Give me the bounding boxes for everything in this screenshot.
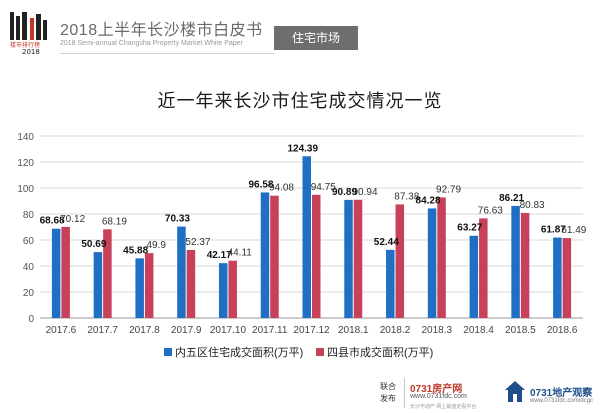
- bar-inner-districts: [260, 192, 270, 318]
- data-label-inner-districts: 96.58: [248, 179, 273, 190]
- data-label-inner-districts: 50.69: [81, 239, 106, 250]
- data-label-inner-districts: 42.17: [207, 250, 232, 261]
- data-label-counties: 52.37: [185, 237, 210, 248]
- data-label-inner-districts: 45.88: [123, 245, 148, 256]
- bar-inner-districts: [511, 205, 520, 318]
- x-tick-label: 2017.10: [210, 325, 247, 336]
- data-label-counties: 76.63: [478, 205, 503, 216]
- x-tick-label: 2018.6: [547, 325, 578, 336]
- x-tick-label: 2017.11: [252, 325, 288, 336]
- joint-release-label: 联合发布: [380, 382, 396, 403]
- data-label-inner-districts: 70.33: [165, 214, 190, 225]
- bar-counties: [353, 199, 363, 318]
- legend-label: 四县市成交面积(万平): [327, 347, 434, 359]
- brand-tagline-1: 长沙不动产 网上最值定看平台: [410, 404, 477, 410]
- bar-counties: [144, 253, 154, 318]
- page-header: 楼市排行榜 2018 2018上半年长沙楼市白皮书 2018 Semi-annu…: [0, 0, 600, 62]
- legend-item-series-1: 内五区住宅成交面积(万平): [164, 344, 303, 360]
- bar-counties: [270, 195, 279, 318]
- bar-inner-districts: [427, 208, 437, 318]
- x-tick-label: 2017.6: [46, 325, 77, 336]
- chart-title: 近一年来长沙市住宅成交情况一览: [157, 91, 443, 111]
- data-label-inner-districts: 90.89: [332, 187, 357, 198]
- bar-counties: [61, 226, 70, 318]
- x-tick-label: 2017.9: [171, 325, 202, 336]
- legend-label: 内五区住宅成交面积(万平): [175, 347, 304, 359]
- bar-counties: [103, 229, 112, 318]
- data-label-inner-districts: 124.39: [287, 143, 318, 154]
- bar-inner-districts: [177, 226, 186, 318]
- brand-logo-2[interactable]: 0731地产观察: [530, 388, 593, 399]
- bar-inner-districts: [93, 252, 103, 318]
- y-tick-label: 120: [17, 158, 34, 169]
- y-tick-label: 60: [23, 236, 35, 247]
- x-tick-label: 2018.5: [505, 325, 536, 336]
- bar-inner-districts: [386, 249, 395, 318]
- brand-logo-1[interactable]: 0731房产网: [410, 384, 463, 395]
- bar-inner-districts: [218, 263, 228, 318]
- x-tick-label: 2017.8: [129, 325, 160, 336]
- svg-text:楼市排行榜: 楼市排行榜: [10, 41, 40, 49]
- data-label-inner-districts: 84.28: [416, 195, 441, 206]
- data-label-counties: 90.94: [353, 187, 378, 198]
- bar-counties: [228, 260, 237, 318]
- legend-swatch: [164, 348, 172, 357]
- header-divider: [60, 53, 274, 54]
- y-tick-label: 140: [17, 132, 34, 143]
- house-icon: [505, 381, 525, 402]
- data-label-inner-districts: 61.87: [541, 225, 566, 236]
- brand-url-1[interactable]: www.0731fdc.com: [410, 393, 467, 400]
- y-tick-label: 80: [23, 210, 35, 221]
- data-label-inner-districts: 86.21: [499, 193, 524, 204]
- data-label-counties: 92.79: [436, 184, 461, 195]
- x-tick-label: 2018.4: [463, 325, 494, 336]
- bar-inner-districts: [51, 228, 61, 318]
- report-subtitle: 2018 Semi-annual Changsha Property Marke…: [60, 40, 243, 47]
- legend-swatch: [316, 348, 324, 357]
- bar-inner-districts: [344, 199, 353, 318]
- svg-text:2018: 2018: [22, 48, 40, 54]
- data-label-counties: 49.9: [146, 240, 166, 251]
- data-label-counties: 61.49: [561, 225, 586, 236]
- bar-inner-districts: [469, 235, 479, 318]
- data-label-counties: 44.11: [228, 248, 253, 259]
- y-tick-label: 0: [28, 314, 34, 325]
- data-label-counties: 70.12: [60, 214, 85, 225]
- building-logo-icon: 楼市排行榜 2018: [10, 12, 47, 54]
- x-tick-label: 2018.2: [380, 325, 411, 336]
- bar-counties: [562, 238, 572, 318]
- report-title: 2018上半年长沙楼市白皮书: [60, 22, 263, 39]
- brand-url-2[interactable]: www.0731fdc.com/dcgc: [530, 398, 594, 404]
- bar-inner-districts: [135, 258, 144, 318]
- data-label-inner-districts: 52.44: [374, 237, 399, 248]
- legend-item-series-2: 四县市成交面积(万平): [316, 344, 433, 360]
- y-tick-label: 100: [17, 184, 34, 195]
- bar-counties: [520, 212, 530, 318]
- bar-counties: [186, 249, 196, 318]
- x-tick-label: 2017.7: [87, 325, 118, 336]
- y-tick-label: 20: [23, 288, 35, 299]
- data-label-inner-districts: 68.68: [40, 216, 65, 227]
- y-tick-label: 40: [23, 262, 35, 273]
- x-tick-label: 2018.1: [338, 325, 369, 336]
- bar-counties: [437, 197, 446, 318]
- data-label-counties: 94.08: [269, 183, 294, 194]
- bar-inner-districts: [553, 237, 562, 318]
- data-label-inner-districts: 63.27: [457, 223, 482, 234]
- x-tick-label: 2017.12: [293, 325, 330, 336]
- section-tab[interactable]: 住宅市场: [274, 26, 358, 50]
- chart-legend: 内五区住宅成交面积(万平) 四县市成交面积(万平): [150, 344, 450, 360]
- data-label-counties: 80.83: [520, 200, 545, 211]
- bar-counties: [312, 194, 321, 318]
- bar-counties: [395, 204, 405, 318]
- bar-inner-districts: [302, 156, 311, 318]
- data-label-counties: 87.38: [394, 191, 419, 202]
- data-label-counties: 94.75: [311, 182, 336, 193]
- bar-counties: [479, 218, 488, 318]
- data-label-counties: 68.19: [102, 216, 127, 227]
- x-tick-label: 2018.3: [422, 325, 453, 336]
- footer-divider: [404, 378, 405, 408]
